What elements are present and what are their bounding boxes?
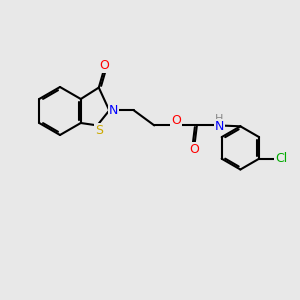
Text: H: H <box>215 114 224 124</box>
Text: O: O <box>99 59 109 72</box>
Text: N: N <box>109 104 118 117</box>
Text: Cl: Cl <box>275 152 287 165</box>
Text: O: O <box>190 143 200 156</box>
Text: O: O <box>171 114 181 127</box>
Text: S: S <box>95 124 103 137</box>
Text: N: N <box>215 119 224 133</box>
